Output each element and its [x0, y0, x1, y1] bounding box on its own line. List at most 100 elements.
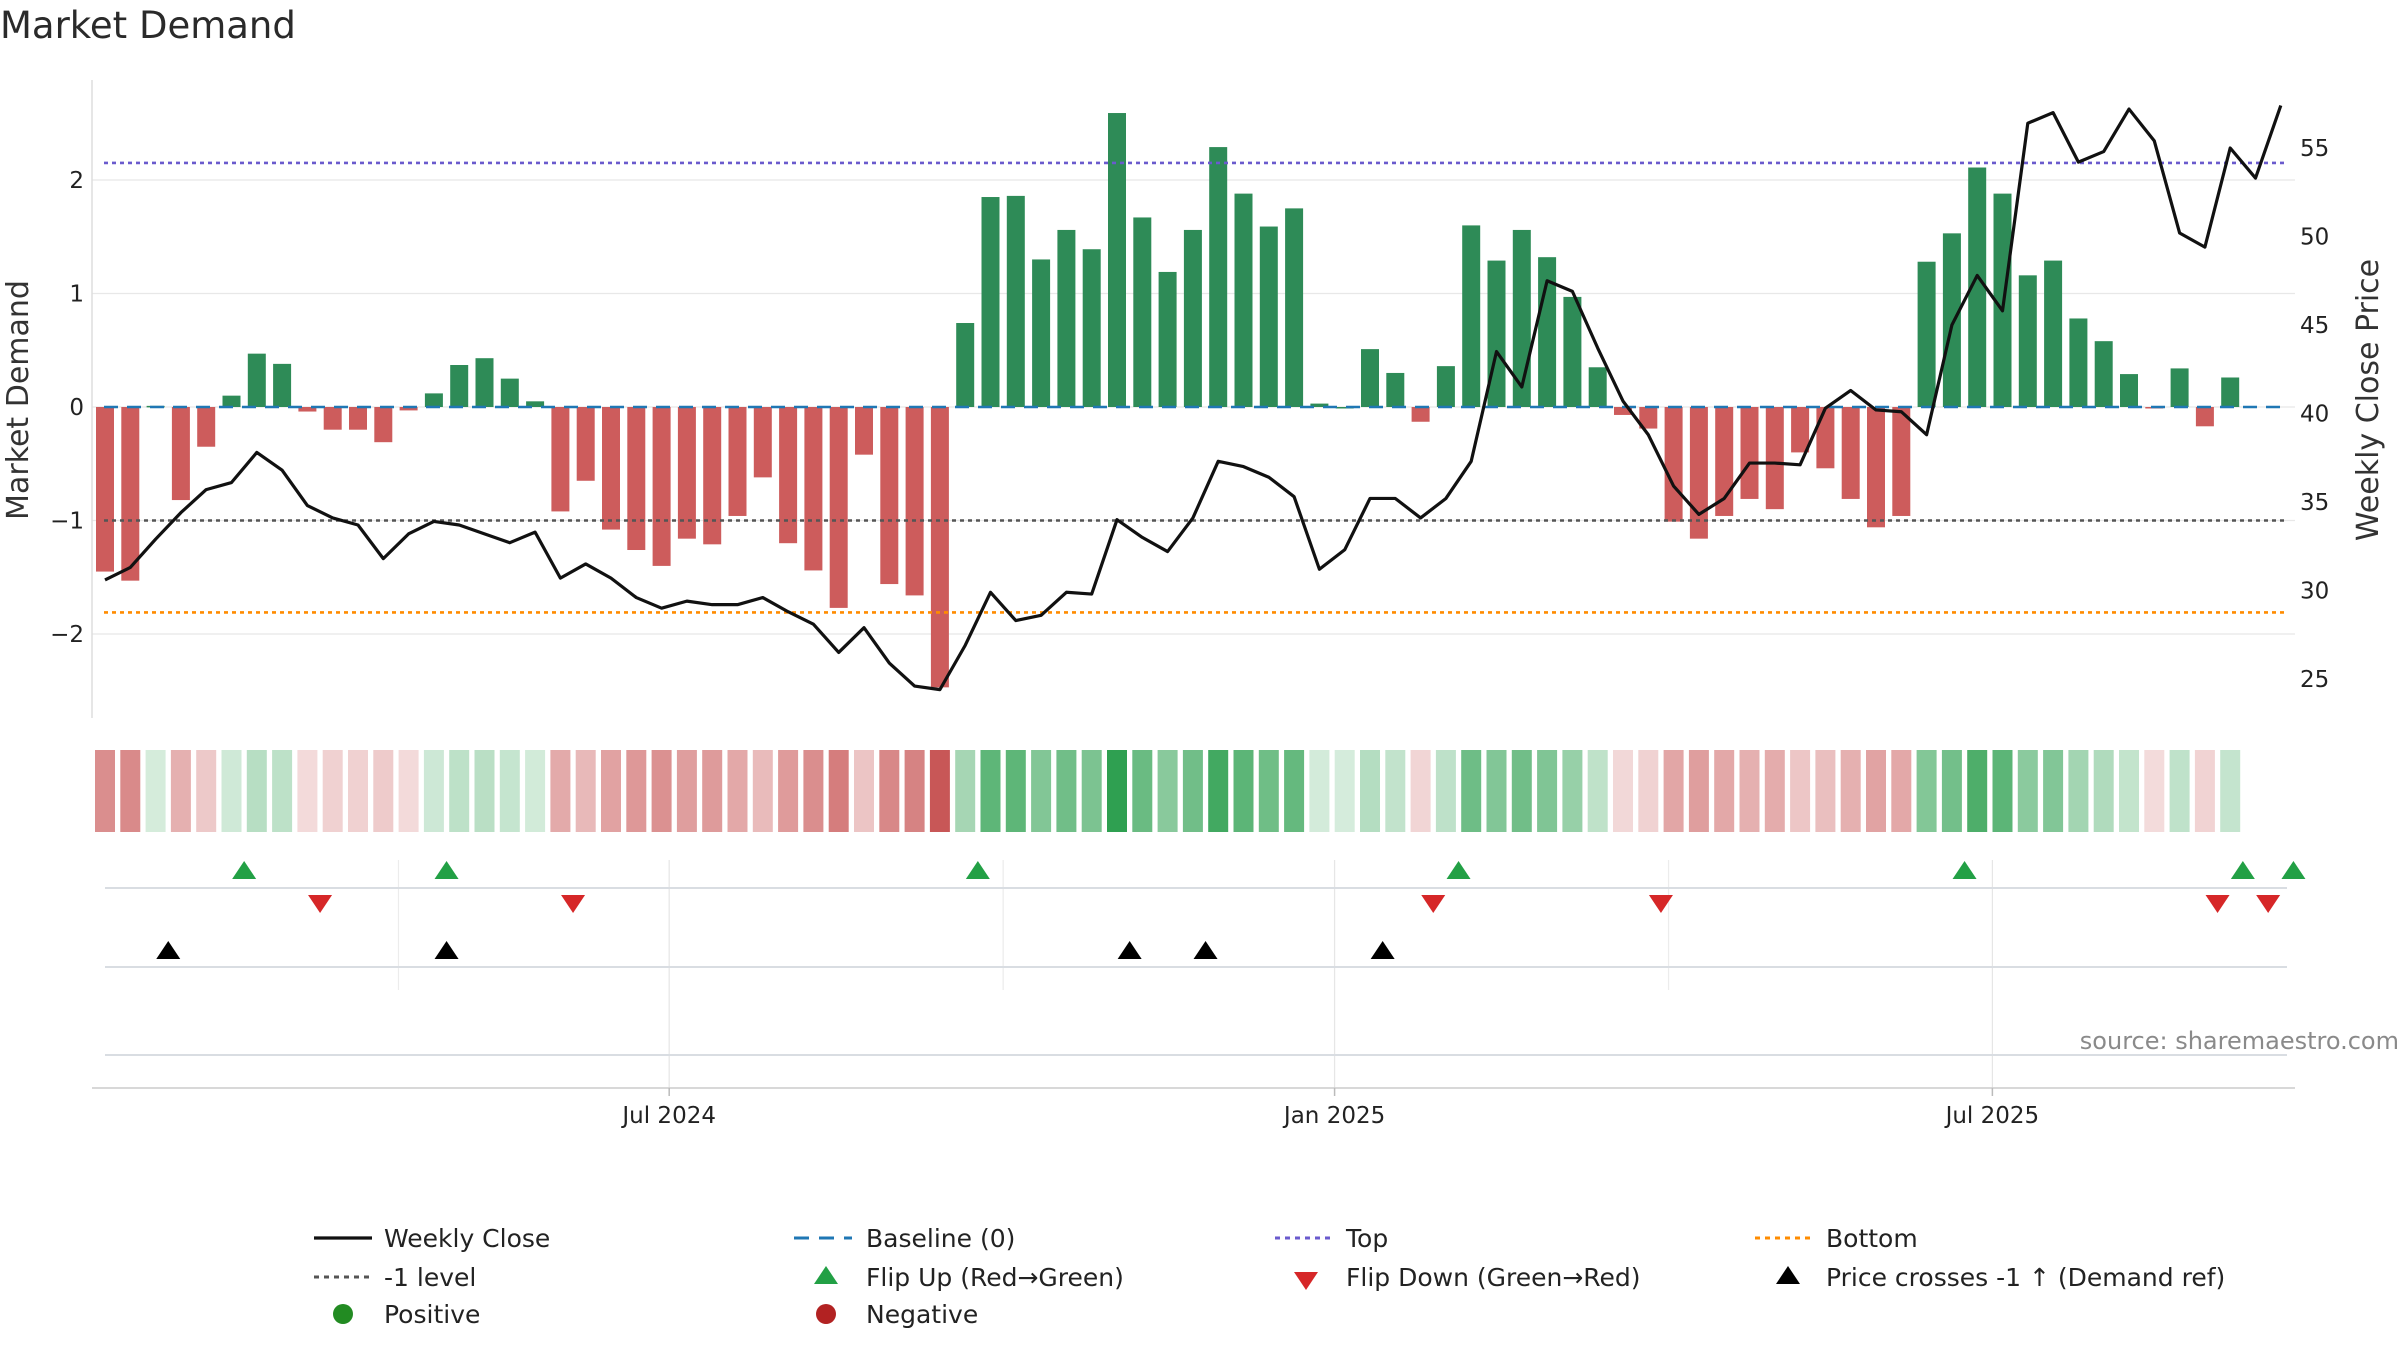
price-cross-marker [1193, 941, 1218, 959]
heat-cell [1107, 750, 1127, 832]
y2-tick-label: 55 [2300, 136, 2329, 162]
demand-bar [1689, 407, 1708, 539]
heat-cell [120, 750, 141, 832]
heat-cell [778, 750, 799, 832]
heat-cell [1739, 750, 1760, 832]
demand-bar [2094, 341, 2113, 407]
demand-bar [956, 323, 975, 407]
heat-cell [95, 750, 115, 832]
demand-bar [652, 407, 671, 566]
demand-bar [1563, 296, 1582, 407]
demand-bar [2221, 377, 2240, 407]
demand-bar [829, 407, 848, 608]
heat-cell [1688, 750, 1709, 832]
demand-bar [1183, 229, 1202, 407]
weekly-close-line [104, 104, 2283, 692]
heat-cell [297, 750, 318, 832]
heat-cell [1132, 750, 1153, 832]
heat-cell [1360, 750, 1380, 832]
legend-baseline: Baseline (0) [866, 1224, 1015, 1253]
heat-cell [170, 750, 191, 832]
heat-cell [272, 750, 293, 832]
heat-cell [1562, 750, 1583, 832]
demand-bar [1108, 113, 1126, 407]
price-cross-marker [1370, 941, 1395, 959]
heat-cell [1790, 750, 1811, 832]
demand-bar [1715, 407, 1734, 516]
heat-cell [955, 750, 976, 832]
demand-bar [1209, 147, 1228, 407]
heat-cell [1081, 750, 1102, 832]
heat-cell [1992, 750, 2013, 832]
demand-bar [2120, 374, 2138, 407]
demand-bar [703, 407, 722, 545]
heat-cell [449, 750, 470, 832]
y-axis-label: Market Demand [1, 280, 36, 520]
legend-positive: Positive [384, 1300, 480, 1329]
heat-cell [1866, 750, 1886, 832]
demand-bar [1285, 208, 1304, 407]
heat-cell [1663, 750, 1684, 832]
heat-cell [651, 750, 672, 832]
heat-cell [575, 750, 596, 832]
y-tick-label: 2 [69, 168, 84, 194]
flip-down-marker [1421, 895, 1446, 913]
legend-minus1: -1 level [384, 1263, 476, 1292]
demand-bar [930, 407, 949, 688]
demand-bar [399, 407, 418, 411]
demand-bar [2069, 318, 2088, 407]
flip-up-marker [2281, 861, 2306, 879]
demand-bar [2018, 275, 2037, 407]
demand-bar [627, 407, 646, 551]
legend: Weekly Close Baseline (0) Top Bottom -1 … [314, 1224, 2225, 1329]
demand-bar [1867, 407, 1885, 528]
demand-bar [1436, 366, 1455, 407]
heat-cell [373, 750, 394, 832]
legend-flip-up-icon [814, 1266, 838, 1284]
price-cross-marker [156, 941, 181, 959]
demand-bar [1816, 407, 1835, 469]
heat-cell [1967, 750, 1988, 832]
demand-bar [1386, 372, 1405, 407]
legend-price-cross: Price crosses -1 ↑ (Demand ref) [1826, 1263, 2225, 1292]
demand-bar [1740, 407, 1759, 499]
heat-cell [550, 750, 571, 832]
heat-cell [1815, 750, 1836, 832]
demand-bar [1462, 225, 1481, 407]
y2-tick-label: 30 [2300, 579, 2329, 605]
demand-bar [96, 407, 114, 572]
heat-cell [828, 750, 849, 832]
y-tick-label: −2 [50, 622, 84, 648]
demand-bar [475, 358, 494, 407]
heat-cell [980, 750, 1001, 832]
y2-tick-label: 35 [2300, 490, 2329, 516]
source-label: source: sharemaestro.com [2080, 1027, 2399, 1055]
demand-bar [197, 407, 216, 447]
heat-cell [423, 750, 444, 832]
heat-cell [2043, 750, 2064, 832]
axes: 2 1 0 −1 −2 55 50 45 40 35 30 25 Jul 2024 Jan 2025 Jul… [50, 80, 2329, 1129]
demand-bar [374, 407, 393, 443]
heat-cell [1385, 750, 1406, 832]
heat-cell [196, 750, 217, 832]
flip-up-marker [232, 861, 257, 879]
demand-bar [1234, 193, 1253, 407]
heat-cell [1334, 750, 1355, 832]
heat-cell [474, 750, 495, 832]
demand-bar [804, 407, 823, 571]
heat-cell [2093, 750, 2114, 832]
heat-cell [1613, 750, 1633, 832]
legend-positive-dot [333, 1304, 353, 1324]
heat-cell [2220, 750, 2241, 832]
heat-cell [1840, 750, 1861, 832]
demand-bar [1361, 349, 1379, 407]
heat-cell [1208, 750, 1229, 832]
heat-cell [1410, 750, 1431, 832]
heat-cell [1511, 750, 1532, 832]
legend-weekly-close: Weekly Close [384, 1224, 550, 1253]
price-cross-marker [1117, 941, 1142, 959]
demand-bar [1614, 407, 1632, 415]
heat-cell [879, 750, 900, 832]
demand-bar [551, 407, 570, 512]
